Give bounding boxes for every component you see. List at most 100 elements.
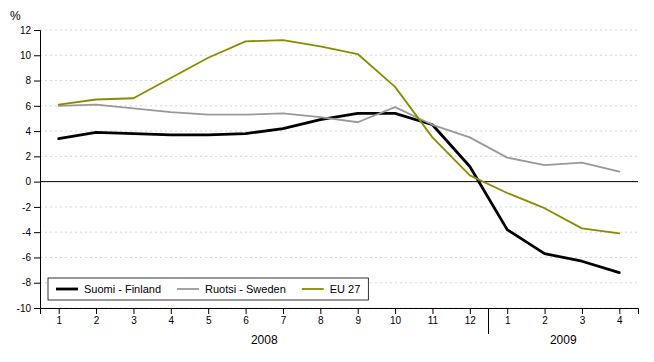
tick-mark	[34, 283, 40, 284]
lines	[59, 40, 620, 273]
tick-label: 10	[390, 315, 402, 326]
tick-label: -6	[22, 252, 31, 263]
tick-label: 2	[25, 151, 31, 162]
grid-line	[40, 131, 638, 132]
y-axis: -10 -8 -6 -4 -2 0 2 4 6 8 10 12	[17, 25, 41, 314]
year-separator	[488, 308, 489, 334]
tick-mark	[96, 308, 97, 314]
chart: -10-8-6-4-202468101212345678910111212342…	[0, 0, 654, 362]
tick-label: -10	[17, 303, 32, 314]
grid-line	[40, 257, 638, 258]
chart-container: -10-8-6-4-202468101212345678910111212342…	[0, 0, 654, 362]
tick: 9	[355, 308, 361, 326]
tick-label: 2	[94, 315, 100, 326]
tick-label: -8	[22, 277, 31, 288]
tick-mark	[34, 308, 40, 309]
tick: 4	[617, 308, 623, 326]
tick-label: 8	[318, 315, 324, 326]
tick: -2	[22, 202, 40, 213]
tick: 8	[318, 308, 324, 326]
y-axis-label: %	[10, 9, 21, 23]
grid-line	[40, 232, 638, 233]
tick: 6	[243, 308, 249, 326]
tick-mark	[34, 232, 40, 233]
tick: -10	[17, 303, 40, 314]
tick-label: 0	[25, 176, 31, 187]
tick-label: 2	[542, 315, 548, 326]
tick-mark	[619, 308, 620, 314]
tick: 5	[206, 308, 212, 326]
tick-label: 1	[505, 315, 511, 326]
tick-mark	[320, 308, 321, 314]
tick-label: 1	[56, 315, 62, 326]
zero-line	[40, 181, 638, 182]
tick-label: 6	[25, 101, 31, 112]
legend-label: EU 27	[330, 283, 361, 295]
legend-swatch	[56, 288, 78, 291]
grid-line	[40, 30, 638, 31]
tick-label: 11	[428, 315, 439, 326]
tick-mark	[34, 106, 40, 107]
annotations: 20082009	[251, 308, 577, 347]
tick-mark	[34, 30, 40, 31]
tick-mark	[395, 308, 396, 314]
tick-mark	[34, 207, 40, 208]
tick-mark	[507, 308, 508, 314]
x-axis: 1234567891011121234	[41, 308, 639, 326]
legend-frame	[48, 278, 368, 300]
legend-label: Ruotsi - Sweden	[205, 283, 286, 295]
tick-mark	[59, 308, 60, 314]
tick: 10	[390, 308, 402, 326]
axis-line	[41, 309, 639, 315]
tick-label: -2	[22, 202, 31, 213]
tick-label: 12	[20, 25, 32, 36]
tick-label: 5	[206, 315, 212, 326]
tick-mark	[582, 308, 583, 314]
tick: 10	[20, 50, 40, 61]
grid-line	[40, 156, 638, 157]
legend-item: EU 27	[302, 283, 361, 295]
legend: Suomi - Finland Ruotsi - Sweden EU 27	[48, 278, 368, 300]
tick-label: 4	[617, 315, 623, 326]
tick-label: 6	[243, 315, 249, 326]
tick: 2	[94, 308, 100, 326]
axis-line	[34, 31, 41, 309]
year-label: 2009	[550, 333, 577, 347]
plot-area: -10-8-6-4-20246810121234567891011121234	[17, 25, 639, 326]
tick-mark	[34, 182, 40, 183]
tick-mark	[34, 131, 40, 132]
grid	[40, 30, 638, 308]
tick-label: 3	[131, 315, 137, 326]
legend-label: Suomi - Finland	[84, 283, 161, 295]
tick: 12	[20, 25, 40, 36]
grid-line	[40, 206, 638, 207]
tick: 12	[465, 308, 477, 326]
grid-line	[40, 80, 638, 81]
tick-mark	[432, 308, 433, 314]
tick-mark	[133, 308, 134, 314]
grid-line	[40, 105, 638, 106]
tick: 2	[542, 308, 548, 326]
tick: 3	[580, 308, 586, 326]
legend-swatch	[302, 288, 324, 290]
tick: 11	[428, 308, 439, 326]
tick: -4	[22, 227, 40, 238]
tick-label: 3	[580, 315, 586, 326]
tick: -8	[22, 277, 40, 288]
series-line	[59, 105, 620, 172]
series-line	[59, 113, 620, 272]
tick-mark	[171, 308, 172, 314]
grid-line	[40, 55, 638, 56]
tick: 2	[25, 151, 40, 162]
tick-mark	[358, 308, 359, 314]
tick: -6	[22, 252, 40, 263]
tick: 8	[25, 75, 40, 86]
tick-label: 8	[25, 75, 31, 86]
tick: 7	[281, 308, 287, 326]
tick-mark	[208, 308, 209, 314]
tick-mark	[34, 81, 40, 82]
tick-mark	[34, 156, 40, 157]
tick-label: 4	[25, 126, 31, 137]
legend-item: Suomi - Finland	[56, 283, 161, 295]
legend-item: Ruotsi - Sweden	[177, 283, 286, 295]
